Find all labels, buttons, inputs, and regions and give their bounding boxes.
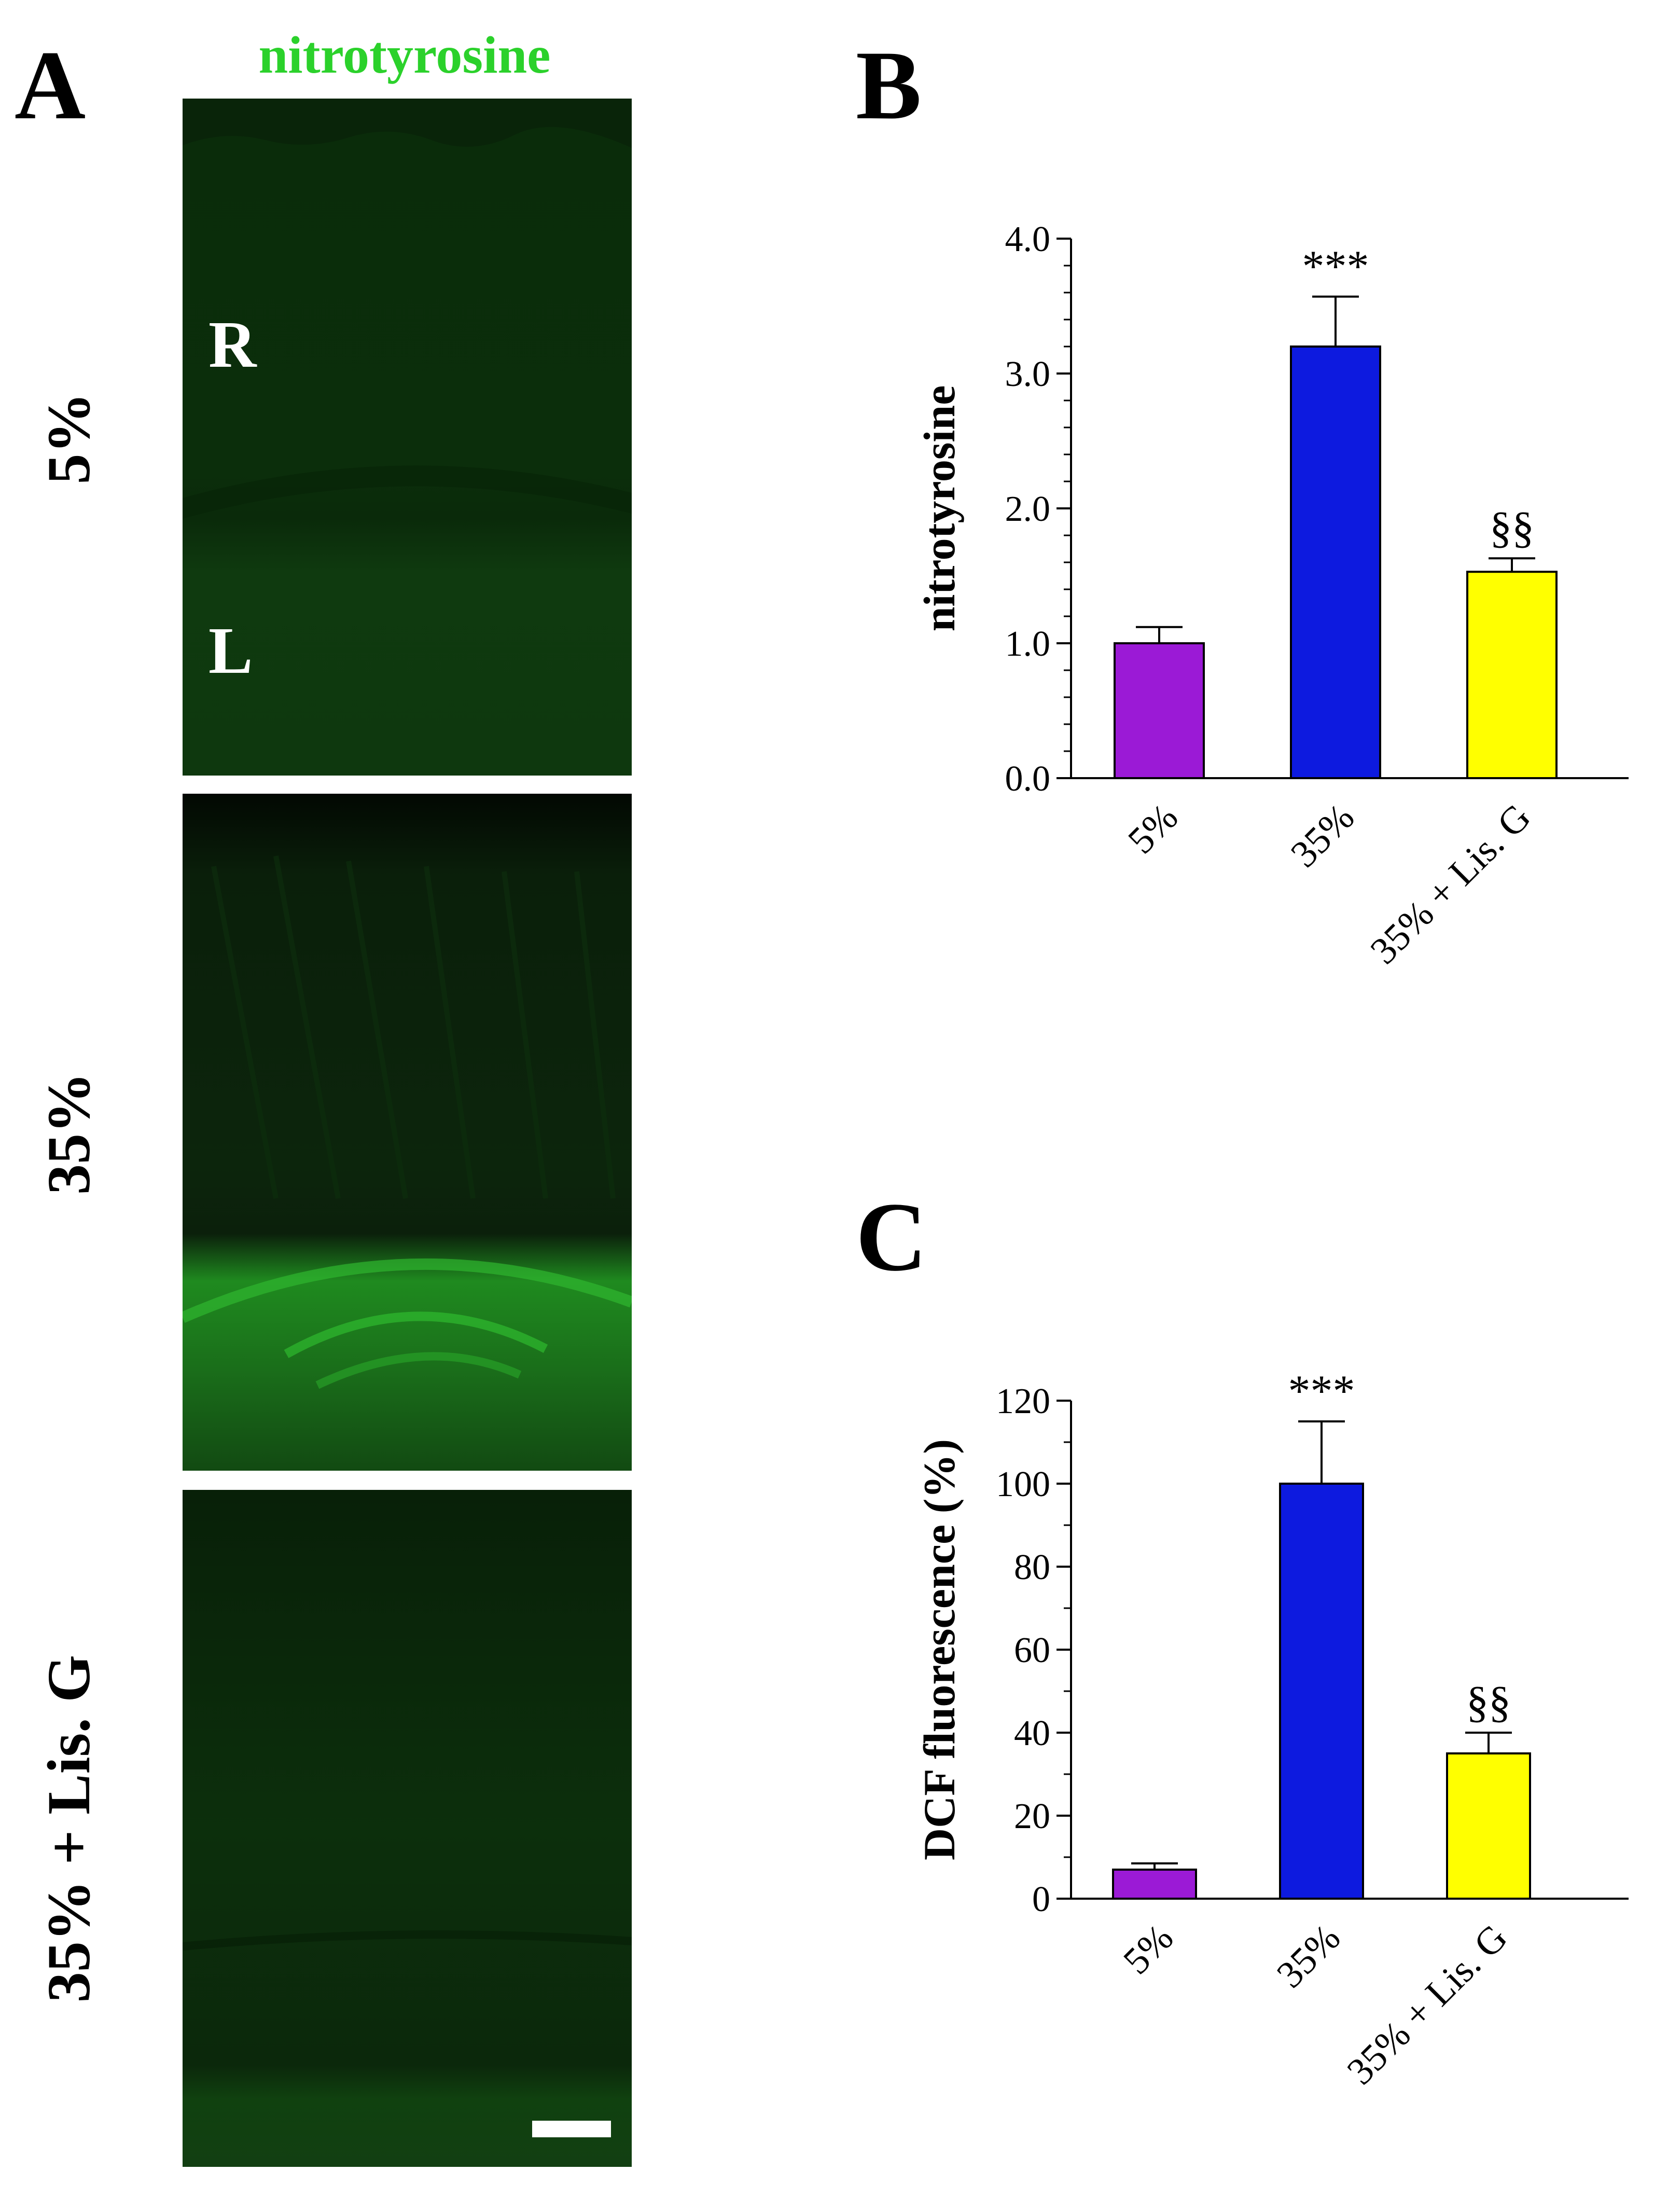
bar [1112,1869,1197,1900]
y-tick-label: 60 [1014,1630,1050,1670]
x-category-label: 5% [1120,796,1186,862]
chart-nitrotyrosine: 0.0 1.0 2.0 3.0 4.0 nitrotyrosine 5% *** 35% §§ 35… [914,219,1629,972]
retina-label-r: R [208,308,257,381]
y-tick-label: 1.0 [1005,624,1051,664]
panel-c-letter: C [856,1183,927,1292]
x-category-label: 35% + Lis. G [1363,796,1539,972]
row-label-5pct: 5% [35,392,103,485]
y-tick-label: 80 [1014,1547,1050,1587]
significance-marker: *** [1302,241,1369,291]
bar [1446,1752,1531,1900]
y-tick-label: 0 [1032,1879,1050,1919]
micrograph-column-title: nitrotyrosine [258,26,551,85]
y-tick-label: 2.0 [1005,489,1051,529]
y-tick-label: 40 [1014,1713,1050,1753]
y-tick-label: 120 [996,1381,1050,1421]
y-tick-label: 3.0 [1005,354,1051,394]
x-category-label: 35% + Lis. G [1339,1916,1516,2093]
micrograph-35pct-lis-g [183,1490,632,2167]
lens-label-l: L [208,614,253,687]
scale-bar [532,2121,611,2137]
x-category-label: 5% [1115,1916,1182,1983]
bar [1466,571,1558,779]
significance-marker: *** [1288,1366,1355,1416]
chart-dcf-fluorescence: 0 20 40 60 80 100 120 DCF fluorescence (%) 5% ***… [914,1366,1629,2093]
y-tick-label: 100 [996,1464,1050,1504]
bar [1290,345,1381,779]
significance-marker: §§ [1466,1677,1511,1727]
y-tick-label: 20 [1014,1796,1050,1836]
y-tick-label: 4.0 [1005,219,1051,259]
row-label-35pct: 35% [35,1072,103,1195]
x-category-label: 35% [1269,1916,1349,1996]
y-axis-label: nitrotyrosine [914,385,964,632]
bar [1279,1483,1364,1900]
micrograph-5pct [183,99,632,776]
bar [1114,642,1205,779]
y-tick-label: 0.0 [1005,759,1051,799]
panel-a-letter: A [15,31,86,140]
panel-b-letter: B [856,31,922,140]
micrograph-35pct [183,794,632,1471]
y-axis-label: DCF fluorescence (%) [914,1439,964,1860]
significance-marker: §§ [1490,503,1534,552]
x-category-label: 35% [1283,796,1363,876]
row-label-35pct-lis-g: 35% + Lis. G [35,1654,103,2003]
